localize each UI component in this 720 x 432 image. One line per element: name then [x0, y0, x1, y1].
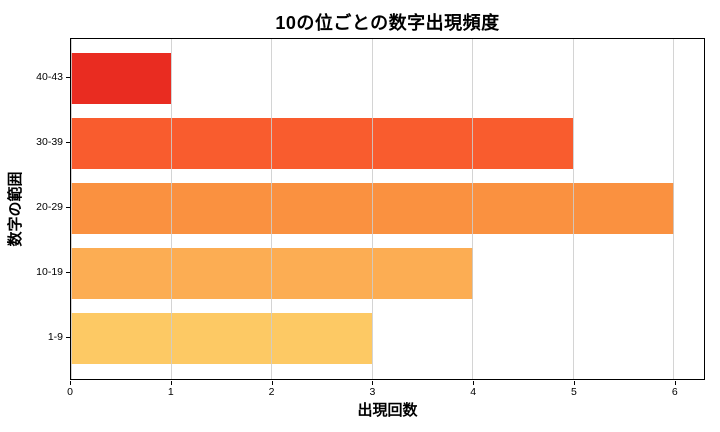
x-tick-label-4: 4: [470, 386, 477, 398]
gridline-x-5: [572, 39, 574, 379]
x-tick-label-1: 1: [167, 386, 174, 398]
y-tick-label-30-39: 30-39: [36, 136, 63, 149]
gridline-x-1: [170, 39, 172, 379]
y-tick-mark-40-43: [66, 77, 70, 79]
gridline-x-4: [472, 39, 474, 379]
x-tick-label-0: 0: [67, 386, 73, 398]
x-tick-mark-6: [674, 381, 676, 385]
y-tick-label-1-9: 1-9: [47, 331, 63, 344]
x-tick-mark-4: [473, 381, 475, 385]
x-tick-mark-3: [372, 381, 374, 385]
y-tick-mark-10-19: [66, 272, 70, 274]
x-tick-label-5: 5: [571, 386, 577, 398]
gridline-x-0: [70, 39, 72, 379]
y-tick-mark-30-39: [66, 142, 70, 144]
y-tick-mark-1-9: [66, 337, 70, 339]
bar-30-39: [71, 117, 574, 169]
x-tick-mark-1: [170, 381, 172, 385]
x-tick-mark-2: [271, 381, 273, 385]
gridline-x-3: [371, 39, 373, 379]
gridline-x-2: [271, 39, 273, 379]
x-tick-label-6: 6: [671, 386, 678, 398]
y-tick-label-20-29: 20-29: [36, 201, 63, 214]
x-tick-label-3: 3: [369, 386, 376, 398]
x-tick-label-2: 2: [268, 386, 275, 398]
plot-area: [70, 38, 705, 380]
y-tick-label-40-43: 40-43: [36, 71, 63, 84]
y-tick-label-10-19: 10-19: [36, 266, 63, 279]
gridline-x-6: [673, 39, 675, 379]
chart-title: 10の位ごとの数字出現頻度: [275, 13, 500, 33]
x-axis-label: 出現回数: [357, 402, 418, 419]
x-tick-mark-5: [573, 381, 575, 385]
y-tick-mark-20-29: [66, 207, 70, 209]
x-tick-mark-0: [70, 381, 71, 385]
bar-1-9: [71, 312, 373, 364]
bar-40-43: [71, 52, 172, 104]
